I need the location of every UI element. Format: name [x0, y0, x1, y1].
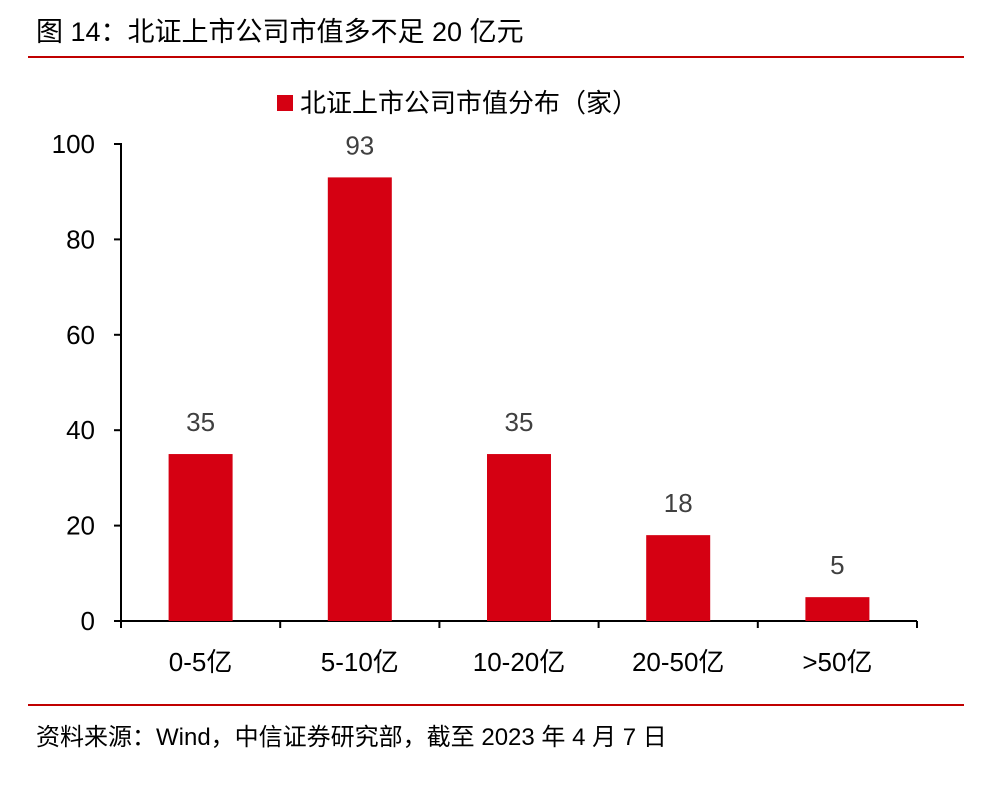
bar: [168, 454, 233, 621]
x-tick-label: 5-10亿: [321, 647, 399, 677]
y-tick-labels: 0 20 40 60 80 100: [52, 129, 95, 636]
y-tick-label: 20: [66, 511, 95, 541]
data-label: 35: [505, 407, 534, 437]
y-tick-label: 80: [66, 224, 95, 254]
chart-legend: 北证上市公司市值分布（家）: [277, 88, 638, 118]
bar: [646, 535, 711, 621]
y-tick-label: 0: [81, 606, 95, 636]
x-tick-label: >50亿: [802, 647, 872, 677]
figure-title: 图 14：北证上市公司市值多不足 20 亿元: [36, 17, 524, 47]
source-note: 资料来源：Wind，中信证券研究部，截至 2023 年 4 月 7 日: [36, 724, 667, 751]
x-tick-label: 0-5亿: [169, 647, 233, 677]
x-tick-label: 20-50亿: [632, 647, 725, 677]
bar: [487, 454, 551, 621]
y-tick-label: 60: [66, 320, 95, 350]
data-label: 18: [664, 488, 693, 518]
y-tick-label: 100: [52, 129, 95, 159]
x-tick-label: 10-20亿: [473, 647, 566, 677]
data-label: 35: [186, 407, 215, 437]
bar: [805, 597, 870, 621]
source-divider: [28, 704, 964, 706]
bar-chart: 北证上市公司市值分布（家） 0-5亿 5-10亿 10-20亿 20-50亿 >50亿 …: [52, 88, 918, 677]
x-tick-labels: 0-5亿 5-10亿 10-20亿 20-50亿 >50亿: [169, 647, 873, 677]
data-label: 5: [830, 550, 844, 580]
title-divider: [28, 56, 964, 58]
data-label: 93: [345, 130, 374, 160]
legend-label: 北证上市公司市值分布（家）: [300, 88, 638, 118]
chart-bars: [168, 177, 870, 621]
data-labels: 35 93 35 18 5: [186, 130, 844, 580]
y-tick-label: 40: [66, 415, 95, 445]
legend-swatch: [277, 95, 293, 111]
bar: [327, 177, 392, 621]
